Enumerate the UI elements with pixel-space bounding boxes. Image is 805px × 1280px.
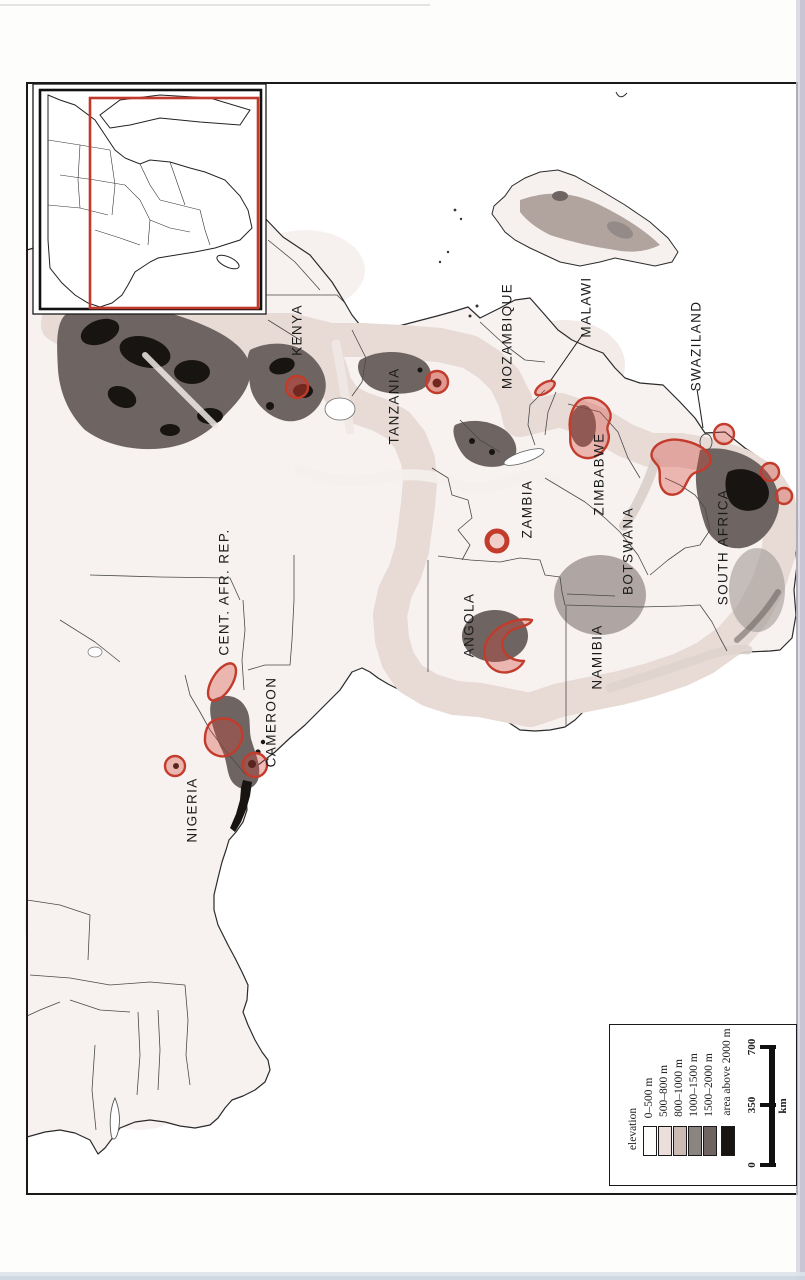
lake-volta xyxy=(109,1096,120,1140)
legend-label-800-1000: 800–1000 m xyxy=(673,1059,685,1117)
legend-label-above-2000: area above 2000 m xyxy=(721,1028,733,1116)
label-mozambique: MOZAMBIQUE xyxy=(499,282,515,390)
swaziland-leader-line xyxy=(696,388,704,429)
inset-africa-outline xyxy=(47,94,253,308)
range-nigeria xyxy=(163,754,187,778)
lake-chad xyxy=(87,646,103,658)
range-e-zimbabwe xyxy=(568,396,612,460)
legend-swatch-1500-2000 xyxy=(703,1126,717,1156)
species-range-areas xyxy=(163,369,794,779)
legend-swatch-1000-1500 xyxy=(688,1126,702,1156)
legend-label-1500-2000: 1500–2000 m xyxy=(703,1053,715,1117)
scale-tick-0 xyxy=(760,1163,776,1167)
range-malawi xyxy=(534,379,556,397)
legend-swatch-above-2000 xyxy=(721,1126,735,1156)
range-mt-cameroon xyxy=(241,751,269,779)
label-namibia: NAMIBIA xyxy=(589,624,605,690)
lake-victoria xyxy=(324,397,356,421)
inset-country-borders xyxy=(47,139,211,246)
inset-extent-rectangle xyxy=(88,96,260,310)
range-nw-zambia xyxy=(484,528,510,554)
leader-lines xyxy=(550,333,704,429)
legend-label-0-500: 0–500 m xyxy=(643,1077,655,1119)
inset-arabia-outline xyxy=(99,94,251,129)
scale-unit-km: km xyxy=(777,1098,789,1114)
range-cameroon-highlands xyxy=(203,717,244,758)
label-zambia: ZAMBIA xyxy=(519,479,535,539)
legend-swatch-500-800 xyxy=(658,1126,672,1156)
scale-bar xyxy=(769,1047,775,1167)
range-angola-highlands xyxy=(483,618,534,674)
range-ne-south-africa xyxy=(712,422,736,446)
madagascar xyxy=(491,169,679,267)
label-tanzania: TANZANIA xyxy=(386,367,402,445)
rift-valleys xyxy=(142,339,781,693)
scale-value-700: 700 xyxy=(746,1038,758,1056)
label-swaziland: SWAZILAND xyxy=(688,300,704,392)
country-borders xyxy=(26,239,728,1131)
malawi-leader-line xyxy=(550,333,584,381)
inset-locator-map xyxy=(32,83,267,315)
legend-swatch-800-1000 xyxy=(673,1126,687,1156)
inset-madagascar xyxy=(216,254,240,270)
label-malawi: MALAWI xyxy=(578,276,594,338)
legend-title: elevation xyxy=(627,1107,639,1151)
range-kwazulu-1 xyxy=(759,461,781,483)
scale-value-350: 350 xyxy=(746,1096,758,1114)
scale-tick-700 xyxy=(760,1045,776,1049)
small-islands xyxy=(438,91,628,318)
scale-tick-350 xyxy=(760,1103,776,1107)
lake-malawi xyxy=(503,448,545,466)
label-angola: ANGOLA xyxy=(461,592,477,658)
label-zimbabwe: ZIMBABWE xyxy=(591,432,607,516)
label-botswana: BOTSWANA xyxy=(620,507,636,595)
range-n-tanzania xyxy=(424,369,450,395)
label-cent-afr-rep: CENT. AFR. REP. xyxy=(216,528,232,656)
range-car xyxy=(206,662,238,702)
range-drakensberg xyxy=(650,438,712,496)
label-cameroon: CAMEROON xyxy=(263,676,279,768)
label-south-africa: SOUTH AFRICA xyxy=(715,488,731,606)
range-kwazulu-2 xyxy=(774,486,794,506)
lakes xyxy=(87,397,545,1140)
label-kenya: KENYA xyxy=(289,304,305,356)
main-map xyxy=(25,82,799,1195)
label-nigeria: NIGERIA xyxy=(184,777,200,843)
scale-value-0: 0 xyxy=(746,1162,758,1168)
legend-label-500-800: 500–800 m xyxy=(658,1064,670,1118)
range-kenya-highlands xyxy=(284,374,310,400)
legend-label-1000-1500: 1000–1500 m xyxy=(688,1053,700,1117)
legend-swatch-0-500 xyxy=(643,1126,657,1156)
